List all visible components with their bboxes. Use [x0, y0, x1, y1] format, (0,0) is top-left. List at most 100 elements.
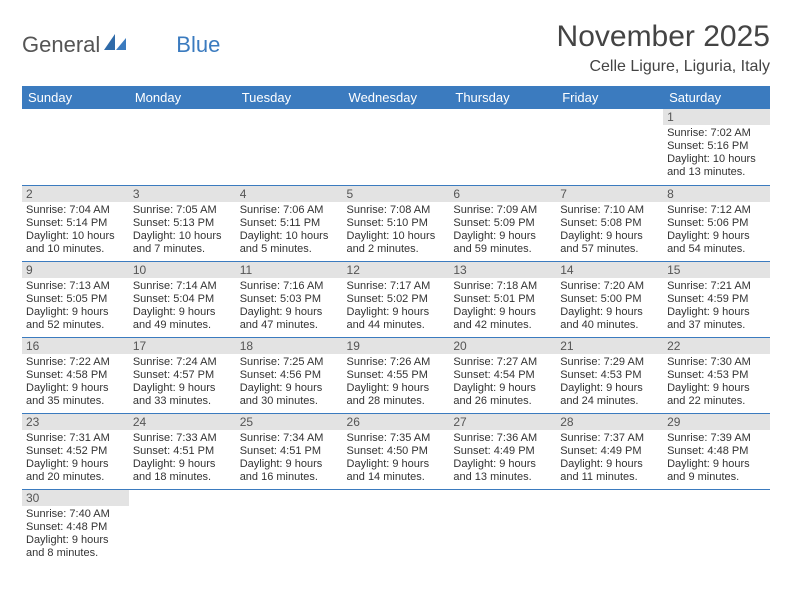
day-number: 14	[556, 262, 663, 278]
day-number: 1	[663, 109, 770, 125]
day-info: Sunrise: 7:18 AMSunset: 5:01 PMDaylight:…	[449, 278, 556, 336]
day-info: Sunrise: 7:10 AMSunset: 5:08 PMDaylight:…	[556, 202, 663, 260]
logo: General Blue	[22, 20, 220, 58]
calendar-cell: 30Sunrise: 7:40 AMSunset: 4:48 PMDayligh…	[22, 489, 129, 565]
day-info: Sunrise: 7:31 AMSunset: 4:52 PMDaylight:…	[22, 430, 129, 488]
page-container: General Blue November 2025 Celle Ligure,…	[0, 0, 792, 575]
weekday-header: Sunday	[22, 86, 129, 109]
calendar-cell: 17Sunrise: 7:24 AMSunset: 4:57 PMDayligh…	[129, 337, 236, 413]
day-info: Sunrise: 7:16 AMSunset: 5:03 PMDaylight:…	[236, 278, 343, 336]
calendar-cell: 6Sunrise: 7:09 AMSunset: 5:09 PMDaylight…	[449, 185, 556, 261]
day-info: Sunrise: 7:39 AMSunset: 4:48 PMDaylight:…	[663, 430, 770, 488]
calendar-cell: 15Sunrise: 7:21 AMSunset: 4:59 PMDayligh…	[663, 261, 770, 337]
day-number: 7	[556, 186, 663, 202]
day-info: Sunrise: 7:25 AMSunset: 4:56 PMDaylight:…	[236, 354, 343, 412]
calendar-cell	[449, 109, 556, 185]
calendar-cell	[449, 489, 556, 565]
day-info: Sunrise: 7:12 AMSunset: 5:06 PMDaylight:…	[663, 202, 770, 260]
calendar-cell: 24Sunrise: 7:33 AMSunset: 4:51 PMDayligh…	[129, 413, 236, 489]
day-number: 2	[22, 186, 129, 202]
day-number: 23	[22, 414, 129, 430]
day-number: 22	[663, 338, 770, 354]
logo-word2: Blue	[176, 32, 220, 58]
calendar-cell	[236, 109, 343, 185]
calendar-cell: 13Sunrise: 7:18 AMSunset: 5:01 PMDayligh…	[449, 261, 556, 337]
calendar-cell: 27Sunrise: 7:36 AMSunset: 4:49 PMDayligh…	[449, 413, 556, 489]
day-info: Sunrise: 7:35 AMSunset: 4:50 PMDaylight:…	[343, 430, 450, 488]
day-number: 26	[343, 414, 450, 430]
day-number: 11	[236, 262, 343, 278]
day-info: Sunrise: 7:34 AMSunset: 4:51 PMDaylight:…	[236, 430, 343, 488]
calendar-row: 1Sunrise: 7:02 AMSunset: 5:16 PMDaylight…	[22, 109, 770, 185]
calendar-cell: 14Sunrise: 7:20 AMSunset: 5:00 PMDayligh…	[556, 261, 663, 337]
calendar-cell: 26Sunrise: 7:35 AMSunset: 4:50 PMDayligh…	[343, 413, 450, 489]
calendar-cell: 2Sunrise: 7:04 AMSunset: 5:14 PMDaylight…	[22, 185, 129, 261]
day-number: 6	[449, 186, 556, 202]
calendar-cell: 5Sunrise: 7:08 AMSunset: 5:10 PMDaylight…	[343, 185, 450, 261]
day-info: Sunrise: 7:26 AMSunset: 4:55 PMDaylight:…	[343, 354, 450, 412]
calendar-row: 23Sunrise: 7:31 AMSunset: 4:52 PMDayligh…	[22, 413, 770, 489]
day-number: 30	[22, 490, 129, 506]
day-info: Sunrise: 7:29 AMSunset: 4:53 PMDaylight:…	[556, 354, 663, 412]
day-info: Sunrise: 7:24 AMSunset: 4:57 PMDaylight:…	[129, 354, 236, 412]
day-info: Sunrise: 7:14 AMSunset: 5:04 PMDaylight:…	[129, 278, 236, 336]
day-info: Sunrise: 7:37 AMSunset: 4:49 PMDaylight:…	[556, 430, 663, 488]
calendar-table: SundayMondayTuesdayWednesdayThursdayFrid…	[22, 86, 770, 565]
header: General Blue November 2025 Celle Ligure,…	[22, 20, 770, 76]
calendar-cell: 12Sunrise: 7:17 AMSunset: 5:02 PMDayligh…	[343, 261, 450, 337]
day-number: 8	[663, 186, 770, 202]
calendar-cell: 22Sunrise: 7:30 AMSunset: 4:53 PMDayligh…	[663, 337, 770, 413]
calendar-cell: 10Sunrise: 7:14 AMSunset: 5:04 PMDayligh…	[129, 261, 236, 337]
day-info: Sunrise: 7:40 AMSunset: 4:48 PMDaylight:…	[22, 506, 129, 564]
day-number: 21	[556, 338, 663, 354]
day-number: 27	[449, 414, 556, 430]
calendar-cell: 11Sunrise: 7:16 AMSunset: 5:03 PMDayligh…	[236, 261, 343, 337]
calendar-cell: 4Sunrise: 7:06 AMSunset: 5:11 PMDaylight…	[236, 185, 343, 261]
calendar-cell: 16Sunrise: 7:22 AMSunset: 4:58 PMDayligh…	[22, 337, 129, 413]
day-number: 25	[236, 414, 343, 430]
calendar-row: 9Sunrise: 7:13 AMSunset: 5:05 PMDaylight…	[22, 261, 770, 337]
sail-icon	[102, 32, 128, 58]
calendar-row: 30Sunrise: 7:40 AMSunset: 4:48 PMDayligh…	[22, 489, 770, 565]
day-info: Sunrise: 7:22 AMSunset: 4:58 PMDaylight:…	[22, 354, 129, 412]
day-number: 10	[129, 262, 236, 278]
day-number: 18	[236, 338, 343, 354]
calendar-cell	[663, 489, 770, 565]
day-info: Sunrise: 7:05 AMSunset: 5:13 PMDaylight:…	[129, 202, 236, 260]
day-info: Sunrise: 7:17 AMSunset: 5:02 PMDaylight:…	[343, 278, 450, 336]
calendar-cell: 1Sunrise: 7:02 AMSunset: 5:16 PMDaylight…	[663, 109, 770, 185]
calendar-cell: 29Sunrise: 7:39 AMSunset: 4:48 PMDayligh…	[663, 413, 770, 489]
day-info: Sunrise: 7:06 AMSunset: 5:11 PMDaylight:…	[236, 202, 343, 260]
calendar-cell	[236, 489, 343, 565]
day-number: 29	[663, 414, 770, 430]
calendar-cell: 21Sunrise: 7:29 AMSunset: 4:53 PMDayligh…	[556, 337, 663, 413]
calendar-row: 16Sunrise: 7:22 AMSunset: 4:58 PMDayligh…	[22, 337, 770, 413]
day-number: 28	[556, 414, 663, 430]
logo-word1: General	[22, 32, 100, 58]
day-number: 5	[343, 186, 450, 202]
day-info: Sunrise: 7:36 AMSunset: 4:49 PMDaylight:…	[449, 430, 556, 488]
calendar-cell: 8Sunrise: 7:12 AMSunset: 5:06 PMDaylight…	[663, 185, 770, 261]
day-info: Sunrise: 7:04 AMSunset: 5:14 PMDaylight:…	[22, 202, 129, 260]
page-title: November 2025	[557, 20, 770, 54]
calendar-cell	[556, 109, 663, 185]
day-number: 24	[129, 414, 236, 430]
calendar-header-row: SundayMondayTuesdayWednesdayThursdayFrid…	[22, 86, 770, 109]
weekday-header: Friday	[556, 86, 663, 109]
day-info: Sunrise: 7:02 AMSunset: 5:16 PMDaylight:…	[663, 125, 770, 183]
calendar-cell: 25Sunrise: 7:34 AMSunset: 4:51 PMDayligh…	[236, 413, 343, 489]
weekday-header: Saturday	[663, 86, 770, 109]
calendar-cell: 18Sunrise: 7:25 AMSunset: 4:56 PMDayligh…	[236, 337, 343, 413]
calendar-cell: 23Sunrise: 7:31 AMSunset: 4:52 PMDayligh…	[22, 413, 129, 489]
calendar-cell: 7Sunrise: 7:10 AMSunset: 5:08 PMDaylight…	[556, 185, 663, 261]
day-number: 16	[22, 338, 129, 354]
day-info: Sunrise: 7:30 AMSunset: 4:53 PMDaylight:…	[663, 354, 770, 412]
day-info: Sunrise: 7:20 AMSunset: 5:00 PMDaylight:…	[556, 278, 663, 336]
calendar-cell	[129, 489, 236, 565]
calendar-cell: 3Sunrise: 7:05 AMSunset: 5:13 PMDaylight…	[129, 185, 236, 261]
calendar-body: 1Sunrise: 7:02 AMSunset: 5:16 PMDaylight…	[22, 109, 770, 565]
day-number: 3	[129, 186, 236, 202]
day-number: 9	[22, 262, 129, 278]
day-number: 20	[449, 338, 556, 354]
day-info: Sunrise: 7:09 AMSunset: 5:09 PMDaylight:…	[449, 202, 556, 260]
